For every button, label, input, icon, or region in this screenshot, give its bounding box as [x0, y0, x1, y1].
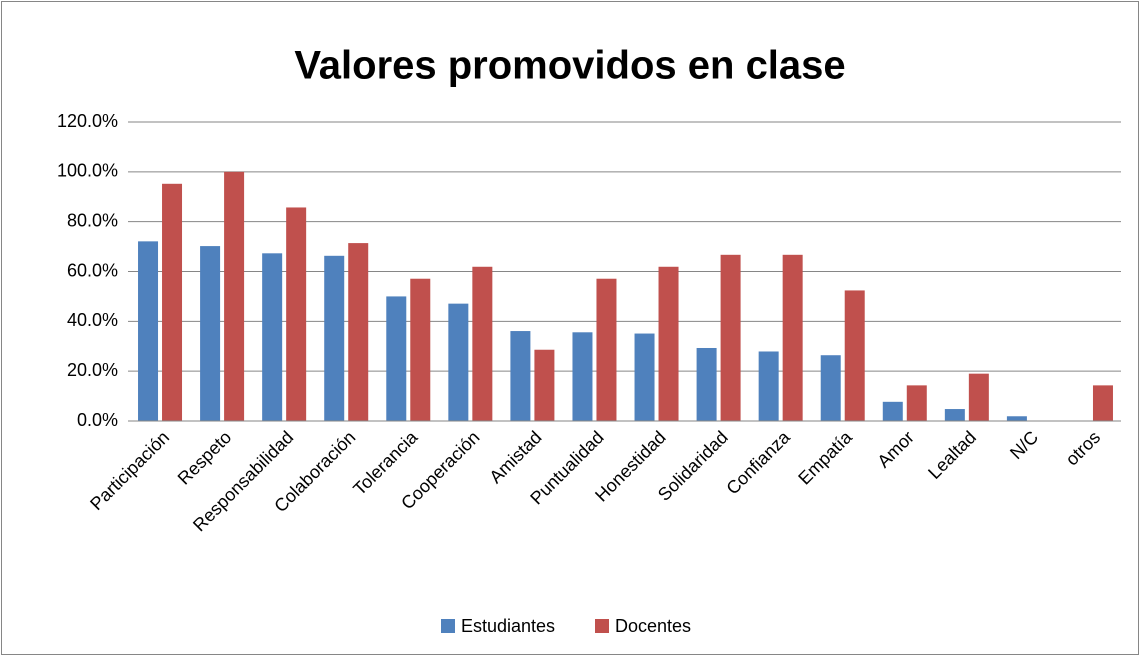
bar [782, 254, 803, 421]
bar [720, 254, 741, 421]
bar [348, 243, 369, 421]
bar [386, 296, 407, 421]
y-tick-label: 20.0% [67, 360, 118, 380]
bar [410, 278, 431, 421]
bar [286, 207, 307, 421]
bar [448, 303, 469, 421]
bar [658, 266, 679, 421]
bar [1006, 416, 1027, 421]
bar [758, 351, 779, 421]
bar [944, 409, 965, 421]
legend-label: Estudiantes [461, 616, 555, 636]
y-tick-label: 0.0% [77, 410, 118, 430]
bar [200, 246, 221, 421]
y-tick-label: 60.0% [67, 260, 118, 280]
bar [534, 349, 555, 421]
legend-swatch [595, 619, 609, 633]
bar [1092, 385, 1113, 421]
bar [820, 355, 841, 421]
legend-label: Docentes [615, 616, 691, 636]
legend-swatch [441, 619, 455, 633]
y-tick-label: 40.0% [67, 310, 118, 330]
chart-title: Valores promovidos en clase [294, 44, 845, 88]
bar [472, 266, 493, 421]
bar [596, 278, 617, 421]
bar [906, 385, 927, 421]
y-tick-label: 120.0% [57, 111, 118, 131]
y-tick-label: 100.0% [57, 161, 118, 181]
bar [224, 171, 245, 421]
bar [572, 332, 593, 421]
y-tick-label: 80.0% [67, 210, 118, 230]
bar [510, 331, 531, 421]
bar [324, 255, 345, 421]
bar [262, 253, 283, 421]
bar [162, 183, 183, 421]
bar [634, 333, 655, 421]
bar [968, 373, 989, 421]
bar [844, 290, 865, 421]
bar [696, 347, 717, 421]
bar [138, 241, 159, 421]
bar [882, 401, 903, 421]
